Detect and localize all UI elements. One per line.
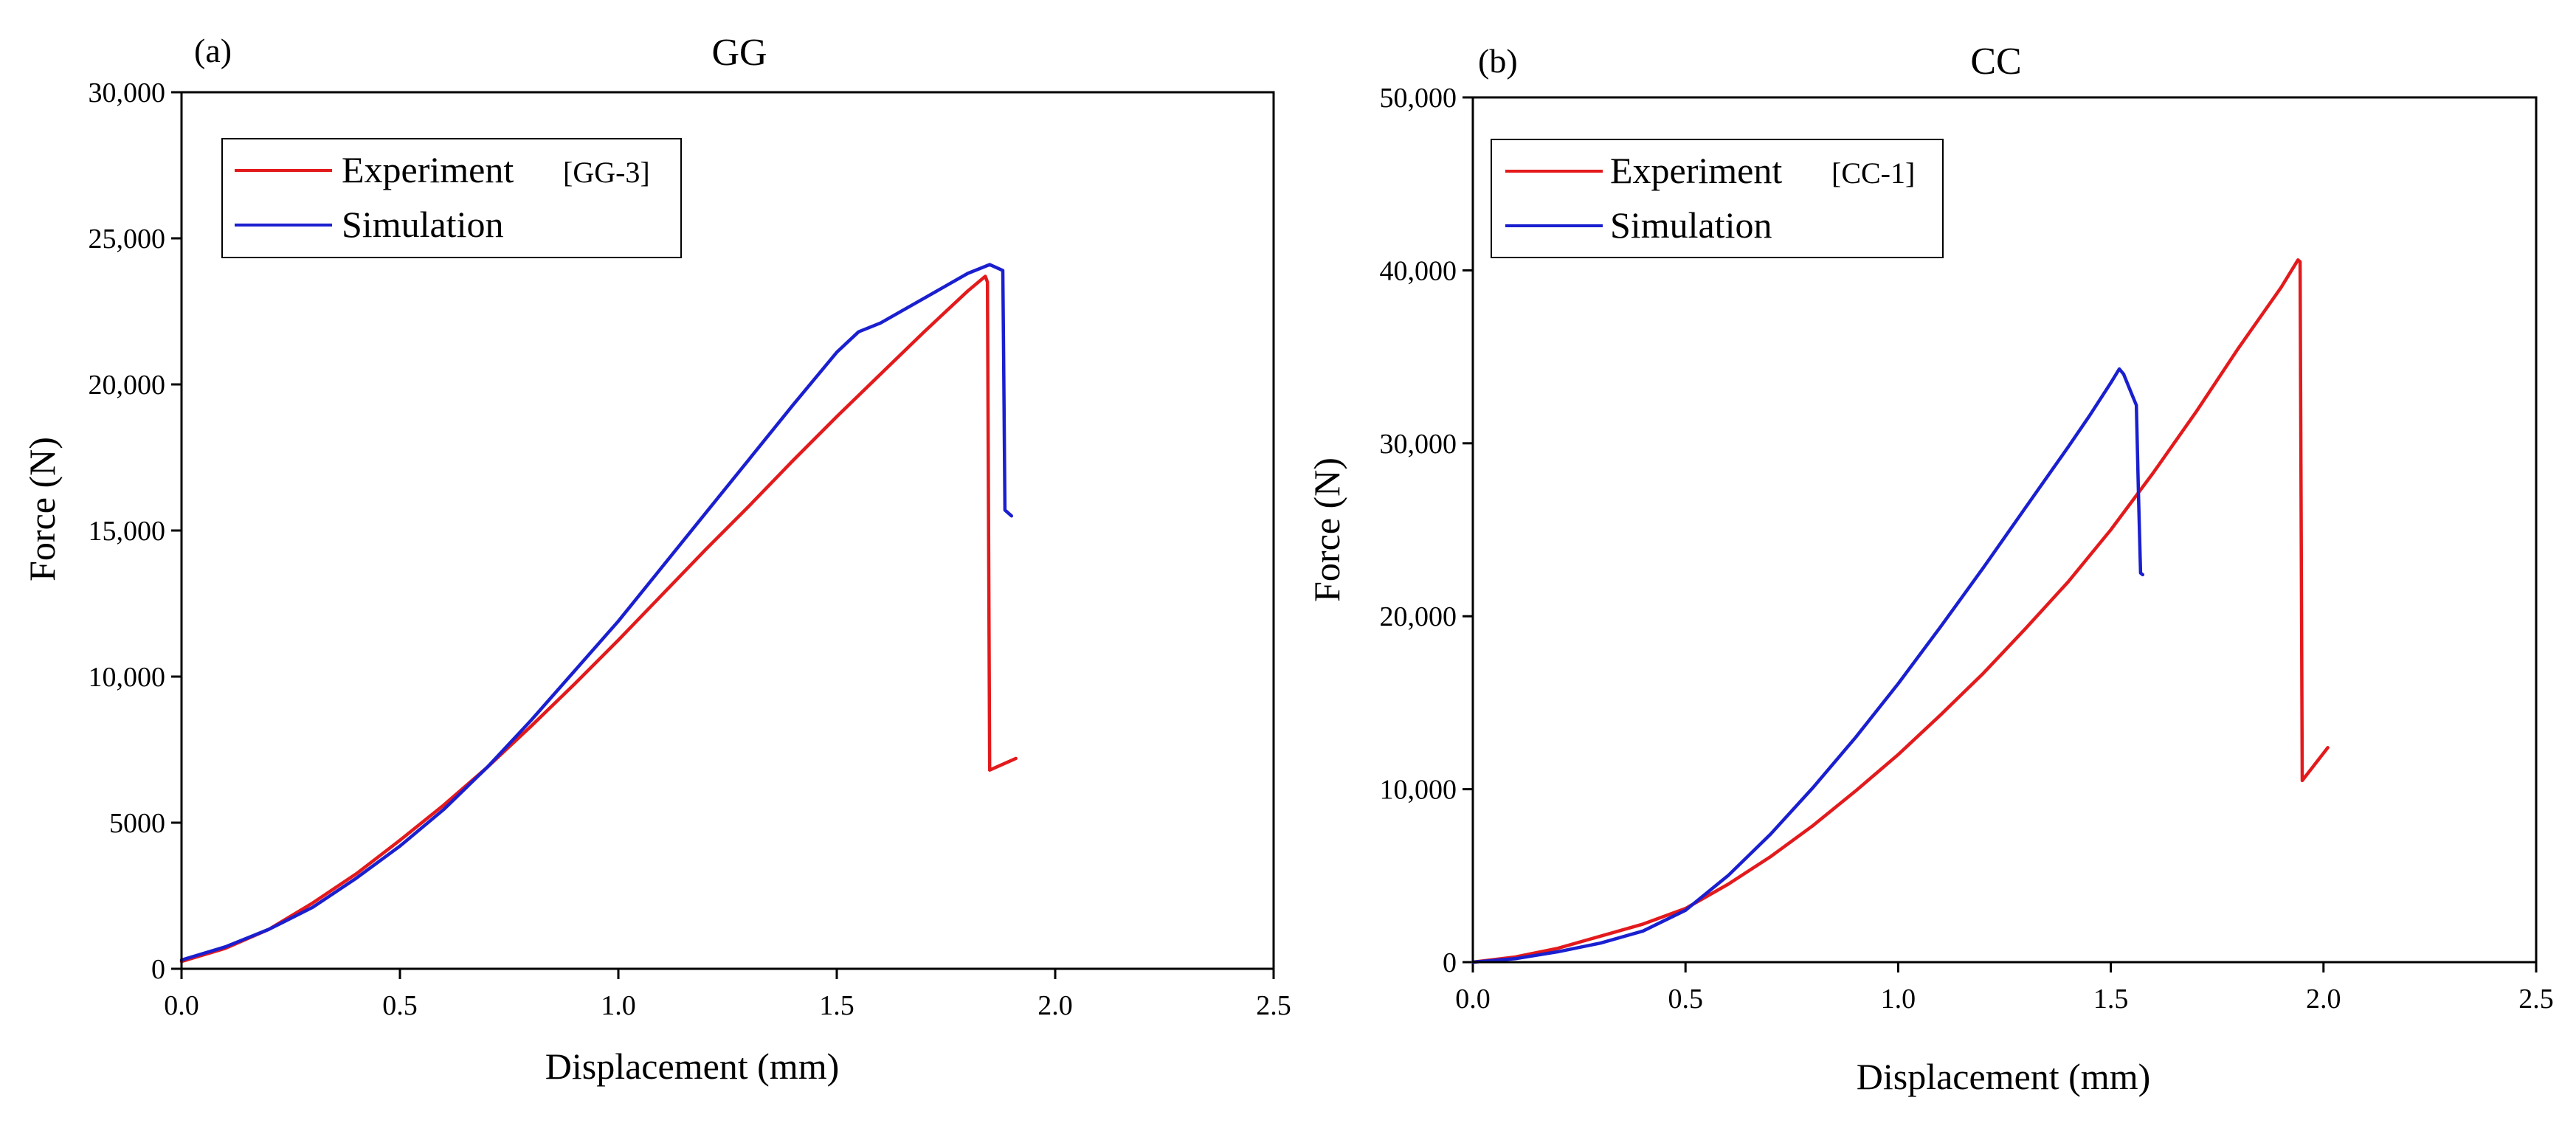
chart-b-series <box>1471 258 2330 964</box>
chart-a-ytick-label: 5000 <box>109 808 165 839</box>
chart-b-simulation-line <box>1471 367 2145 964</box>
chart-a-ticks: 0.0 0.5 1.0 1.5 2.0 2.5 0 5000 10,000 15,000 20,00… <box>89 77 1291 1021</box>
chart-b-xlabel: Displacement (mm) <box>1857 1056 2151 1097</box>
chart-a-legend-experiment-label: Experiment <box>342 149 514 190</box>
chart-a-xlabel: Displacement (mm) <box>545 1046 840 1087</box>
chart-a-simulation-line <box>179 263 1014 962</box>
chart-a-xtick-label: 1.5 <box>819 990 854 1021</box>
chart-b-legend-experiment-label: Experiment <box>1610 150 1782 191</box>
chart-b-ytick-label: 20,000 <box>1380 601 1457 632</box>
chart-panel-a: (a) GG 0.0 0.5 1.0 1.5 2.0 2.5 0 5000 10,000 15,0… <box>21 32 1291 1087</box>
chart-a-ylabel: Force (N) <box>21 437 63 581</box>
chart-a-xtick-label: 2.0 <box>1037 990 1073 1021</box>
chart-b-ytick-label: 50,000 <box>1380 83 1457 114</box>
chart-b-experiment-line <box>1471 258 2330 964</box>
chart-a-experiment-line <box>179 274 1018 964</box>
chart-b-xtick-label: 2.0 <box>2306 984 2341 1015</box>
chart-b-xtick-label: 1.5 <box>2093 984 2129 1015</box>
chart-a-ytick-label: 15,000 <box>89 516 166 547</box>
chart-a-legend: Experiment [GG-3] Simulation <box>221 138 682 258</box>
chart-a-title: GG <box>711 32 767 74</box>
chart-a-xtick-label: 1.0 <box>601 990 636 1021</box>
chart-panel-b: (b) CC 0.0 0.5 1.0 1.5 2.0 2.5 0 10,000 20,000 30… <box>1306 41 2554 1097</box>
chart-a-legend-experiment-sample: [GG-3] <box>563 156 650 189</box>
chart-b-ytick-label: 30,000 <box>1380 429 1457 460</box>
chart-b-legend-box <box>1491 139 1944 258</box>
chart-b-legend-experiment-sample: [CC-1] <box>1831 156 1915 190</box>
chart-b-ylabel: Force (N) <box>1306 457 1347 602</box>
chart-a-ytick-label: 25,000 <box>89 224 166 255</box>
chart-b-legend-simulation-label: Simulation <box>1610 204 1772 246</box>
chart-b-ytick-label: 40,000 <box>1380 255 1457 286</box>
chart-b-title: CC <box>1970 41 2021 83</box>
chart-b-ytick-label: 0 <box>1443 947 1457 978</box>
chart-a-series <box>179 263 1018 964</box>
chart-a-xtick-label: 0.5 <box>382 990 418 1021</box>
chart-b-frame <box>1471 96 2538 964</box>
chart-a-ytick-label: 10,000 <box>89 662 166 693</box>
panel-a-label: (a) <box>194 32 232 69</box>
chart-a-ytick-label: 20,000 <box>89 370 166 401</box>
chart-b-ticks: 0.0 0.5 1.0 1.5 2.0 2.5 0 10,000 20,000 30,000 40,… <box>1380 83 2554 1015</box>
chart-a-frame <box>180 91 1275 970</box>
chart-b-legend: Experiment [CC-1] Simulation <box>1491 139 1944 258</box>
chart-a-legend-simulation-label: Simulation <box>342 204 503 245</box>
chart-b-xtick-label: 1.0 <box>1881 984 1916 1015</box>
panel-b-label: (b) <box>1478 42 1518 80</box>
chart-a-ytick-label: 0 <box>151 954 165 985</box>
chart-b-ytick-label: 10,000 <box>1380 775 1457 806</box>
chart-a-legend-box <box>221 138 682 258</box>
chart-b-xtick-label: 2.5 <box>2518 984 2554 1015</box>
chart-a-ytick-label: 30,000 <box>89 77 166 108</box>
chart-a-xtick-label: 0.0 <box>164 990 199 1021</box>
chart-b-xtick-label: 0.0 <box>1455 984 1491 1015</box>
chart-b-xtick-label: 0.5 <box>1668 984 1703 1015</box>
chart-a-xtick-label: 2.5 <box>1256 990 1291 1021</box>
